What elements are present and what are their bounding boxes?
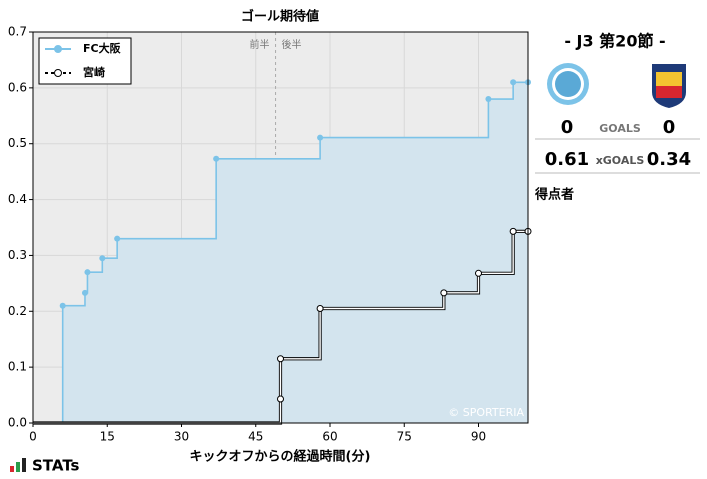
- y-tick-label: 0.2: [8, 304, 27, 318]
- y-tick-label: 0.0: [8, 416, 27, 430]
- point: [84, 269, 91, 276]
- round: - J3 第20節 -: [564, 32, 665, 51]
- goals-label: GOALS: [599, 122, 641, 135]
- legend-label: FC大阪: [83, 41, 122, 55]
- x-tick-label: 60: [322, 430, 337, 444]
- y-tick-label: 0.1: [8, 360, 27, 374]
- x-tick-label: 75: [397, 430, 412, 444]
- brand: STATs: [32, 457, 80, 475]
- legend-marker: [54, 45, 62, 53]
- y-tick-label: 0.7: [8, 25, 27, 39]
- point: [510, 79, 517, 86]
- point: [485, 96, 492, 103]
- y-tick-label: 0.4: [8, 192, 27, 206]
- home-logo: [547, 63, 589, 105]
- legend-marker: [54, 69, 62, 77]
- home-xg: 0.61: [545, 149, 589, 170]
- away-goals: 0: [663, 117, 676, 138]
- plot: 0 15 30 45 60 75 90 0.0 0.1 0.2 0.3 0.4 0.5 0.6 0.7 前半後…: [8, 25, 532, 444]
- watermark: © SPORTERIA: [448, 406, 524, 419]
- brand-icon: [10, 458, 26, 472]
- area: [33, 82, 528, 424]
- away-xg: 0.34: [647, 149, 691, 170]
- point: [317, 134, 324, 141]
- away-logo: [652, 64, 686, 108]
- y-tick-label: 0.6: [8, 80, 27, 94]
- home-goals: 0: [561, 117, 574, 138]
- point: [81, 289, 88, 296]
- point: [99, 255, 106, 262]
- point: [213, 155, 220, 162]
- x-tick-label: 0: [29, 430, 37, 444]
- point: [59, 302, 66, 309]
- point: [440, 289, 448, 297]
- x-tick-label: 45: [248, 430, 263, 444]
- legend-label: 宮崎: [83, 65, 105, 79]
- x-axis-label: キックオフからの経過時間(分): [190, 449, 371, 465]
- chart-title: ゴール期待値: [241, 9, 319, 25]
- scorers-label: 得点者: [534, 187, 574, 203]
- point: [475, 269, 482, 277]
- point: [509, 227, 517, 235]
- half-label: 後半: [282, 38, 302, 51]
- legend-box: [38, 37, 132, 85]
- point: [316, 304, 324, 312]
- half-label: 前半: [250, 38, 270, 51]
- plot-frame: [32, 31, 529, 424]
- point: [277, 395, 284, 403]
- y-tick-label: 0.3: [8, 248, 27, 262]
- x-tick-label: 90: [471, 430, 486, 444]
- x-tick-label: 15: [100, 430, 115, 444]
- x-tick-label: 30: [174, 430, 189, 444]
- xg-label: xGOALS: [596, 154, 645, 167]
- step-line: [33, 81, 528, 424]
- y-tick-label: 0.5: [8, 136, 27, 150]
- point: [114, 235, 121, 242]
- point: [277, 355, 284, 363]
